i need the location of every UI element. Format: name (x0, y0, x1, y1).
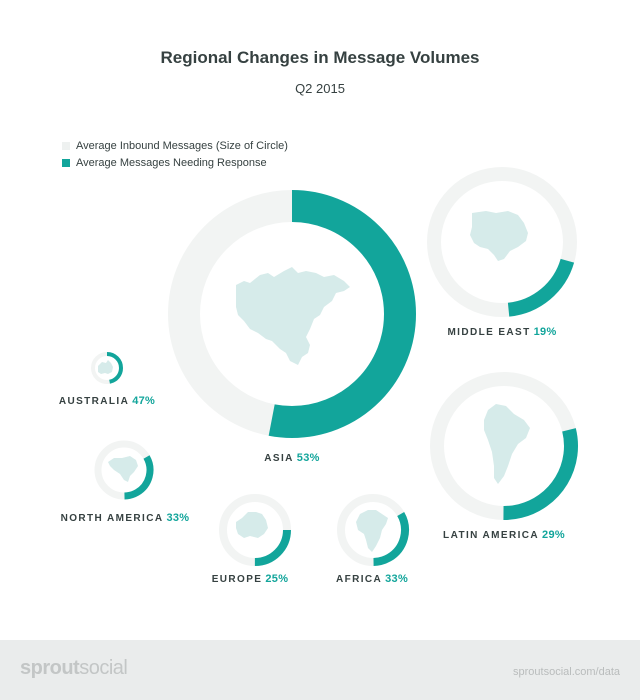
region-name: AUSTRALIA (58, 396, 130, 407)
footer-url: sproutsocial.com/data (513, 666, 620, 678)
legend-item-response: Average Messages Needing Response (62, 154, 288, 171)
donut-middle-east (427, 167, 577, 317)
label-north-america: NORTH AMERICA 33% (61, 512, 190, 524)
australia-map-icon (98, 360, 113, 374)
donut-africa (337, 494, 409, 566)
africa-map-icon (356, 510, 388, 552)
legend-item-inbound: Average Inbound Messages (Size of Circle… (62, 137, 288, 154)
region-pct: 19% (533, 326, 557, 338)
europe-map-icon (236, 512, 268, 538)
region-name: EUROPE (211, 574, 263, 585)
region-name: LATIN AMERICA (443, 530, 540, 541)
footer: sproutsocial sproutsocial.com/data (0, 640, 640, 700)
donut-australia (91, 352, 123, 384)
donut-asia (168, 190, 416, 438)
latin-america-map-icon (484, 404, 530, 484)
north-america-map-icon (108, 456, 138, 482)
region-name: AFRICA (335, 574, 383, 585)
region-name: NORTH AMERICA (60, 513, 164, 524)
chart-title: Regional Changes in Message Volumes (160, 48, 480, 67)
logo-light-text: social (79, 657, 128, 679)
logo-bold-text: sprout (20, 657, 80, 679)
label-latin-america: LATIN AMERICA 29% (443, 529, 565, 541)
donut-europe (219, 494, 291, 566)
legend: Average Inbound Messages (Size of Circle… (62, 137, 288, 171)
region-pct: 33% (166, 512, 190, 524)
middle-east-map-icon (470, 211, 528, 261)
legend-label: Average Messages Needing Response (76, 156, 267, 169)
label-middle-east: MIDDLE EAST 19% (447, 326, 556, 338)
region-name: MIDDLE EAST (447, 327, 531, 338)
legend-label: Average Inbound Messages (Size of Circle… (76, 139, 288, 152)
region-pct: 47% (132, 395, 156, 407)
region-pct: 29% (542, 529, 565, 541)
region-pct: 33% (385, 573, 409, 585)
asia-map-icon (236, 267, 350, 365)
donut-chart (91, 167, 578, 566)
label-europe: EUROPE 25% (212, 573, 289, 585)
chart-subtitle: Q2 2015 (295, 81, 345, 96)
region-pct: 53% (296, 452, 320, 464)
label-australia: AUSTRALIA 47% (59, 395, 155, 407)
donut-latin-america (430, 372, 578, 520)
label-asia: ASIA 53% (264, 452, 319, 464)
region-pct: 25% (265, 573, 289, 585)
sproutsocial-logo: sproutsocial (20, 657, 128, 680)
region-name: ASIA (264, 453, 294, 464)
legend-swatch-response (62, 158, 70, 167)
donut-north-america (94, 440, 154, 500)
legend-swatch-inbound (62, 141, 70, 150)
label-africa: AFRICA 33% (336, 573, 408, 585)
